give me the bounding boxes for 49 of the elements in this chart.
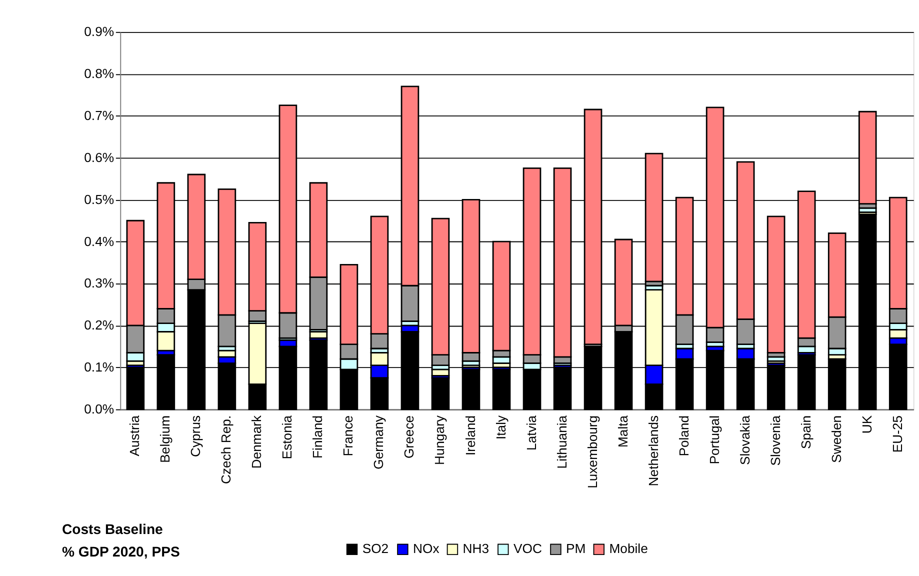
legend-label: SO2 [362, 541, 389, 556]
legend-label: VOC [513, 541, 542, 556]
y-tick-label: 0.3% [84, 276, 114, 291]
bar [553, 366, 572, 410]
y-tick-label: 0.1% [84, 360, 114, 375]
x-tick-label: EU-25 [890, 415, 905, 453]
legend-label: PM [566, 541, 586, 556]
bar [126, 366, 145, 410]
y-tick-label: 0.6% [84, 150, 114, 165]
x-tick-label: Belgium [158, 415, 173, 463]
x-tick-label: Slovakia [737, 414, 752, 466]
legend-label: NH3 [462, 541, 490, 556]
x-tick-label: Luxembourg [584, 415, 600, 488]
y-tick-label: 0.9% [84, 24, 114, 40]
x-tick-label: Germany [371, 414, 386, 470]
x-tick-label: Czech Rep. [218, 415, 234, 484]
x-tick-label: Malta [615, 414, 630, 448]
x-tick-label: Latvia [524, 414, 539, 450]
x-tick-label: Spain [798, 415, 814, 449]
x-tick-label: France [340, 415, 356, 456]
y-tick-label: 0.2% [84, 318, 114, 333]
x-tick-label: Hungary [432, 414, 448, 466]
x-tick-label: UK [859, 415, 874, 434]
x-tick-label: Italy [493, 414, 508, 440]
bar [492, 368, 511, 410]
x-tick-label: Sweden [828, 415, 844, 463]
text: % GDP 2020, PPS [62, 544, 180, 560]
x-tick-label: Estonia [280, 414, 295, 460]
bar [431, 377, 450, 410]
x-tick-label: Greece [402, 415, 417, 458]
y-tick-label: 0.7% [84, 108, 114, 124]
x-tick-label: Austria [127, 414, 142, 456]
y-tick-label: 0.0% [84, 402, 114, 417]
legend-label: NOx [413, 541, 440, 556]
x-tick-label: Finland [310, 415, 326, 458]
bar [462, 368, 480, 410]
x-tick-label: Cyprus [188, 414, 204, 457]
x-tick-label: Netherlands [646, 414, 661, 486]
y-tick-label: 0.5% [84, 192, 114, 207]
x-tick-label: Lithuania [554, 414, 570, 469]
x-tick-label: Ireland [462, 415, 478, 456]
x-tick-label: Poland [676, 415, 692, 456]
y-tick-label: 0.4% [84, 234, 114, 249]
legend-label: Mobile [609, 541, 648, 556]
x-tick-label: Denmark [249, 414, 264, 469]
y-tick-label: 0.8% [84, 66, 114, 82]
x-tick-label: Slovenia [768, 414, 783, 466]
x-tick-label: Portugal [706, 415, 722, 464]
text: Costs Baseline [62, 521, 164, 538]
